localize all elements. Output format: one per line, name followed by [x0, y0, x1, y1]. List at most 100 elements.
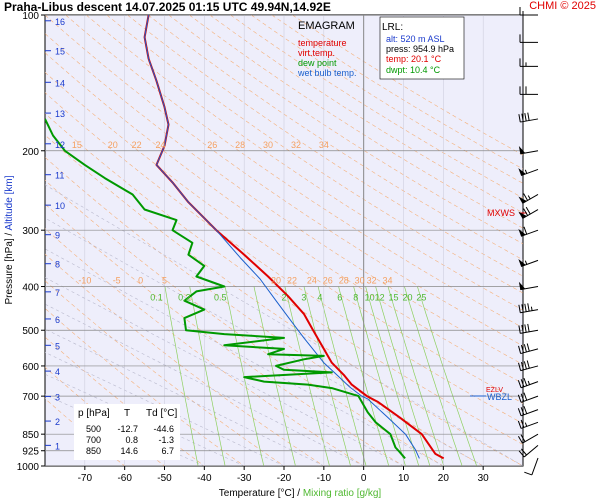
wind-barb-full: [523, 193, 529, 201]
wind-barb: [518, 259, 539, 268]
wind-barb-full: [520, 419, 525, 428]
wind-barb-full: [523, 378, 528, 386]
wind-barb-full: [521, 304, 524, 313]
dry-adiabat-label: 26: [323, 276, 333, 286]
legend-wet-bulb: wet bulb temp.: [297, 68, 357, 78]
mixing-ratio-label: 8: [353, 293, 358, 303]
altitude-tick-label: 6: [55, 315, 60, 325]
table-cell: -44.6: [153, 424, 174, 434]
legend-dew-point: dew point: [298, 58, 337, 68]
wind-barb-full: [525, 206, 531, 215]
dry-adiabat-line: [45, 203, 404, 466]
wind-barb-staff: [531, 457, 539, 476]
legend: EMAGRAM temperature virt.temp. dew point…: [297, 20, 357, 78]
x-tick-label: -30: [237, 473, 252, 484]
wind-barb: [518, 444, 539, 458]
wind-barb: [517, 433, 539, 444]
credit-label[interactable]: CHMI © 2025: [529, 0, 596, 12]
wind-barb-full: [518, 345, 522, 354]
mixing-ratio-label: 4: [317, 293, 322, 303]
dry-adiabat-label: 34: [319, 140, 329, 150]
altitude-tick-label: 4: [55, 367, 60, 377]
altitude-tick-label: 1: [55, 441, 60, 451]
dry-adiabat-label: 0: [138, 276, 143, 286]
wind-barb-pennant: [518, 281, 526, 290]
lrl-title: LRL:: [382, 22, 403, 33]
wind-barb-pennant: [518, 228, 526, 237]
y-tick-label: 1000: [17, 462, 40, 473]
wind-barb: [518, 343, 539, 355]
wind-barb-full: [517, 394, 522, 403]
table-cell: 14.6: [120, 446, 138, 456]
wind-barb-pennant: [518, 211, 527, 219]
wind-barb-full: [523, 392, 528, 401]
table-cell: 700: [86, 435, 101, 445]
wind-barb-full: [527, 112, 530, 121]
dry-adiabat-line: [45, 113, 523, 445]
wind-barb-pennant: [518, 196, 527, 204]
wind-barb-full: [524, 303, 527, 312]
wind-barb-full: [527, 323, 530, 332]
altitude-tick-label: 5: [55, 341, 60, 351]
wind-barb: [518, 303, 539, 314]
wind-barb: [518, 281, 539, 291]
mixing-ratio-label: 20: [402, 293, 412, 303]
x-tick-label: -70: [78, 473, 93, 484]
altitude-tick-label: 12: [55, 140, 65, 150]
wind-barb-full: [524, 471, 533, 476]
dry-adiabat-label: 34: [383, 276, 393, 286]
y-tick-label: 925: [22, 447, 39, 458]
altitude-tick-label: 16: [55, 17, 65, 27]
series-wet-bulb-temp-line: [144, 15, 420, 459]
x-axis-title-sep: /: [294, 488, 302, 499]
y-axis-title-sep: /: [4, 231, 15, 239]
dry-adiabat-line: [45, 336, 205, 466]
altitude-tick-label: 8: [55, 260, 60, 270]
dry-adiabat-label: 28: [235, 140, 245, 150]
wind-barb: [518, 206, 539, 219]
wind-barb-full: [520, 448, 527, 456]
lrl-press: press: 954.9 hPa: [386, 44, 454, 54]
x-tick-label: 30: [478, 473, 490, 484]
wind-barb: [519, 58, 538, 67]
dry-adiabat-label: 22: [287, 276, 297, 286]
dry-adiabat-line: [65, 15, 523, 329]
wind-barb-staff: [520, 286, 539, 291]
legend-title: EMAGRAM: [298, 20, 355, 32]
dry-adiabat-line: [86, 15, 523, 311]
wind-barb-full: [527, 303, 530, 312]
mixing-ratio-label: 0.2: [178, 293, 191, 303]
dry-adiabat-line: [230, 15, 523, 199]
wind-barb-full: [523, 361, 527, 370]
wind-barb: [517, 419, 539, 429]
dry-adiabat-label: -5: [113, 276, 121, 286]
wind-barb: [518, 168, 539, 177]
mixing-ratio-label: 3: [301, 293, 306, 303]
altitude-tick-label: 2: [55, 417, 60, 427]
wind-barb: [519, 34, 538, 43]
mixing-ratio-label: 6: [337, 293, 342, 303]
wind-barb-full: [526, 343, 530, 352]
mixing-ratio-label: 10: [365, 293, 375, 303]
wind-barb-full: [518, 304, 521, 313]
wind-barb-full: [521, 113, 524, 122]
wind-barb-full: [517, 380, 522, 388]
wind-barb-half: [524, 422, 528, 427]
y-tick-label: 850: [22, 430, 39, 441]
wind-barb-full: [524, 324, 527, 333]
altitude-tick-label: 9: [55, 231, 60, 241]
wind-barb: [524, 457, 539, 476]
mixing-ratio-label: 2: [281, 293, 286, 303]
dry-adiabat-label: 24: [307, 276, 317, 286]
wind-barb-full: [520, 361, 524, 370]
mixing-ratio-label: 15: [389, 293, 399, 303]
altitude-tick-label: 13: [55, 109, 65, 119]
wind-barb-half: [530, 306, 533, 311]
dry-adiabat-line: [209, 15, 523, 214]
y-tick-label: 700: [22, 392, 39, 403]
wind-barbs: [517, 7, 539, 476]
wind-barb-full: [526, 360, 530, 369]
wind-barb-half: [527, 380, 531, 385]
wind-barb-full: [521, 324, 524, 333]
